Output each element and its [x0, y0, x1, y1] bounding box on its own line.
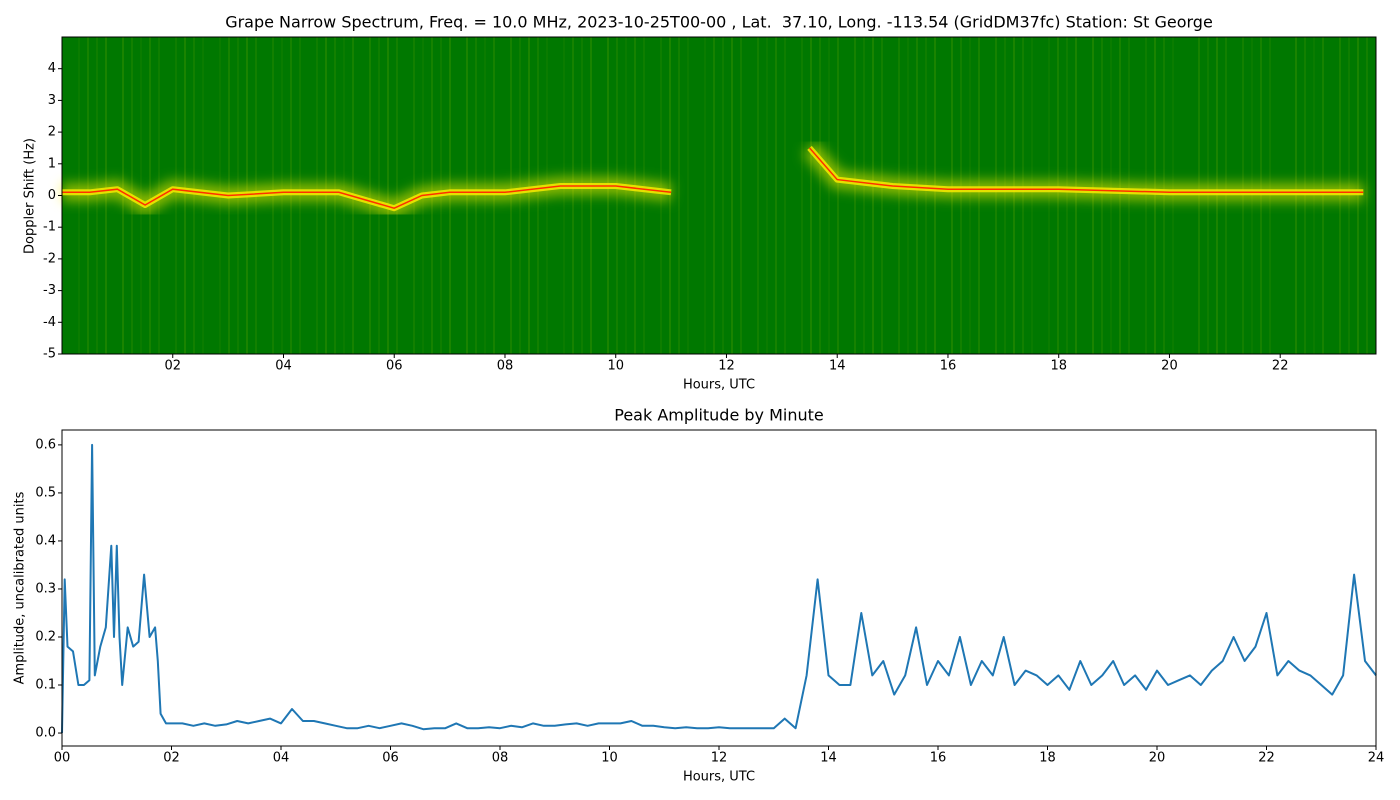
y-tick-label: 3: [48, 93, 56, 108]
y-tick-label: 0.6: [35, 437, 56, 452]
x-tick-label: 16: [930, 751, 947, 766]
x-tick-label: 10: [607, 359, 624, 374]
plot-frame: [61, 429, 1377, 747]
x-tick-label: 14: [820, 751, 837, 766]
x-tick-label: 02: [164, 359, 181, 374]
x-tick-label: 06: [386, 359, 403, 374]
x-tick-label: 08: [497, 359, 514, 374]
y-tick-label: -1: [43, 220, 56, 235]
y-tick-label: 0.1: [35, 678, 56, 693]
x-tick-label: 00: [54, 751, 71, 766]
doppler-trace: [62, 147, 1364, 209]
chart-title: Grape Narrow Spectrum, Freq. = 10.0 MHz,…: [225, 13, 1213, 32]
y-tick-label: 2: [48, 125, 56, 140]
y-tick-label: 0.2: [35, 629, 56, 644]
y-axis-label: Amplitude, uncalibrated units: [13, 491, 28, 684]
y-tick-label: 1: [48, 156, 56, 171]
x-tick-label: 04: [273, 751, 290, 766]
y-tick-label: -4: [43, 315, 56, 330]
y-tick-label: 0.0: [35, 726, 56, 741]
y-tick-label: -2: [43, 251, 56, 266]
x-tick-label: 20: [1161, 359, 1178, 374]
x-axis-label: Hours, UTC: [683, 770, 755, 785]
x-tick-label: 12: [711, 751, 728, 766]
x-tick-label: 20: [1149, 751, 1166, 766]
x-tick-label: 22: [1258, 751, 1275, 766]
y-tick-label: 0.5: [35, 485, 56, 500]
x-tick-label: 06: [382, 751, 399, 766]
y-tick-label: -3: [43, 283, 56, 298]
chart-title: Peak Amplitude by Minute: [614, 406, 824, 425]
x-tick-label: 08: [492, 751, 509, 766]
y-tick-label: 0.3: [35, 581, 56, 596]
y-tick-label: 0: [48, 188, 56, 203]
amplitude-line: [61, 443, 1377, 734]
y-tick-label: 4: [48, 61, 56, 76]
x-tick-label: 18: [1050, 359, 1067, 374]
x-tick-label: 14: [829, 359, 846, 374]
x-tick-label: 16: [940, 359, 957, 374]
x-tick-label: 18: [1039, 751, 1056, 766]
x-tick-label: 24: [1368, 751, 1385, 766]
x-tick-label: 22: [1272, 359, 1289, 374]
x-axis-label: Hours, UTC: [683, 378, 755, 393]
x-tick-label: 10: [601, 751, 618, 766]
y-tick-label: -5: [43, 347, 56, 362]
x-tick-label: 12: [718, 359, 735, 374]
x-tick-label: 02: [163, 751, 180, 766]
y-axis-label: Doppler Shift (Hz): [23, 138, 38, 254]
y-tick-label: 0.4: [35, 533, 56, 548]
x-tick-label: 04: [275, 359, 292, 374]
